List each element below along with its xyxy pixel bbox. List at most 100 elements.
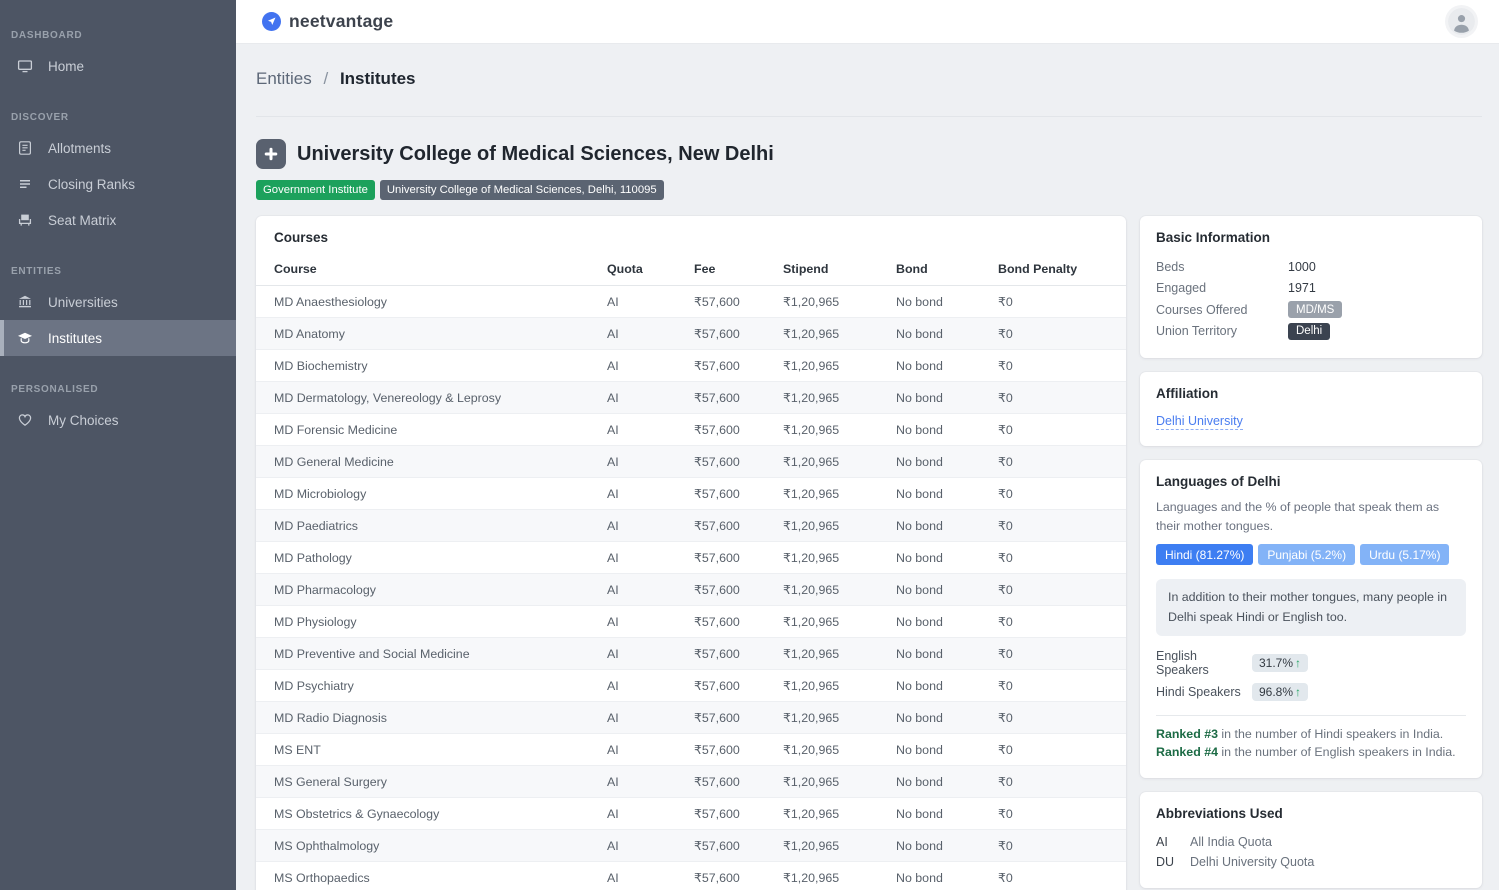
cell-bond: No bond bbox=[888, 765, 990, 799]
cell-stipend: ₹1,20,965 bbox=[775, 285, 888, 319]
cell-quota: AI bbox=[599, 445, 686, 479]
column-header-fee: Fee bbox=[686, 256, 775, 287]
cell-fee: ₹57,600 bbox=[686, 413, 775, 447]
cell-bond: No bond bbox=[888, 317, 990, 351]
cell-quota: AI bbox=[599, 349, 686, 383]
cell-bond-penalty: ₹0 bbox=[990, 733, 1126, 767]
cell-quota: AI bbox=[599, 605, 686, 639]
abbreviation-row-ai: AI All India Quota bbox=[1156, 832, 1466, 852]
sidebar-item-institutes[interactable]: Institutes bbox=[0, 320, 236, 356]
divider bbox=[1156, 714, 1466, 716]
cell-quota: AI bbox=[599, 701, 686, 735]
sidebar-item-label: Closing Ranks bbox=[48, 176, 136, 192]
cell-course: MD Pharmacology bbox=[256, 573, 599, 607]
info-row-beds: Beds 1000 bbox=[1156, 256, 1466, 278]
institute-title-row: University College of Medical Sciences, … bbox=[256, 139, 1482, 169]
cell-bond: No bond bbox=[888, 445, 990, 479]
language-badge-urdu-5-17: Urdu (5.17%) bbox=[1360, 544, 1450, 566]
cell-quota: AI bbox=[599, 477, 686, 511]
sidebar-item-my-choices[interactable]: My Choices bbox=[0, 402, 236, 438]
affiliation-university-link[interactable]: Delhi University bbox=[1156, 414, 1243, 431]
seat-icon bbox=[16, 212, 33, 229]
sidebar-section-label-entities: ENTITIES bbox=[11, 266, 62, 277]
columns: Courses Course Quota Fee Stipend Bond Bond Pe… bbox=[256, 216, 1482, 890]
info-label: Engaged bbox=[1156, 281, 1207, 296]
cell-bond: No bond bbox=[888, 381, 990, 415]
cell-course: MS ENT bbox=[256, 733, 599, 767]
cell-stipend: ₹1,20,965 bbox=[775, 509, 888, 543]
abbreviation-key: DU bbox=[1156, 854, 1175, 869]
sidebar-section-label-discover: DISCOVER bbox=[11, 112, 69, 123]
cell-fee: ₹57,600 bbox=[686, 797, 775, 831]
cell-stipend: ₹1,20,965 bbox=[775, 861, 888, 890]
sidebar-item-label: Allotments bbox=[48, 140, 112, 156]
cell-fee: ₹57,600 bbox=[686, 509, 775, 543]
table-row: MD Microbiology AI ₹57,600 ₹1,20,965 No bond… bbox=[256, 477, 1126, 511]
table-row: MD Paediatrics AI ₹57,600 ₹1,20,965 No bond ₹… bbox=[256, 509, 1126, 543]
abbreviation-full: Delhi University Quota bbox=[1190, 854, 1315, 869]
compass-logo-icon bbox=[262, 12, 281, 31]
cell-bond-penalty: ₹0 bbox=[990, 637, 1126, 671]
cell-quota: AI bbox=[599, 669, 686, 703]
column-header-stipend: Stipend bbox=[775, 256, 888, 287]
cell-course: MD General Medicine bbox=[256, 445, 599, 479]
breadcrumb-entities-link[interactable]: Entities bbox=[256, 69, 312, 88]
sidebar-item-label: Home bbox=[48, 58, 85, 74]
graduation-cap-icon bbox=[16, 330, 33, 347]
speaker-value-badge: 96.8% ↑ bbox=[1252, 682, 1309, 701]
cell-quota: AI bbox=[599, 509, 686, 543]
cell-bond-penalty: ₹0 bbox=[990, 701, 1126, 735]
table-row: MD Pharmacology AI ₹57,600 ₹1,20,965 No bond… bbox=[256, 573, 1126, 607]
sidebar-item-label: Seat Matrix bbox=[48, 212, 117, 228]
speaker-value-badge: 31.7% ↑ bbox=[1252, 653, 1309, 672]
cell-bond: No bond bbox=[888, 349, 990, 383]
cell-course: MD Preventive and Social Medicine bbox=[256, 637, 599, 671]
cell-bond: No bond bbox=[888, 861, 990, 890]
cell-quota: AI bbox=[599, 541, 686, 575]
cell-fee: ₹57,600 bbox=[686, 445, 775, 479]
sidebar-item-label: Universities bbox=[48, 294, 118, 310]
cell-bond-penalty: ₹0 bbox=[990, 317, 1126, 351]
languages-subtitle: Languages and the % of people that speak… bbox=[1156, 500, 1440, 533]
info-row-engaged: Engaged 1971 bbox=[1156, 278, 1466, 300]
language-badges: Hindi (81.27%) Punjabi (5.2%) Urdu (5.17%) bbox=[1156, 544, 1466, 566]
user-avatar[interactable] bbox=[1448, 8, 1475, 35]
cell-stipend: ₹1,20,965 bbox=[775, 413, 888, 447]
heart-icon bbox=[16, 412, 33, 429]
abbreviations-title: Abbreviations Used bbox=[1156, 805, 1283, 821]
table-row: MD Pathology AI ₹57,600 ₹1,20,965 No bond ₹0 bbox=[256, 541, 1126, 575]
affiliation-card: Affiliation Delhi University bbox=[1140, 372, 1482, 447]
right-column: Basic Information Beds 1000 Engaged 1971 Cou… bbox=[1140, 216, 1482, 888]
cell-fee: ₹57,600 bbox=[686, 541, 775, 575]
sidebar-item-home[interactable]: Home bbox=[0, 48, 236, 84]
languages-title: Languages of Delhi bbox=[1156, 474, 1281, 490]
abbreviation-full: All India Quota bbox=[1190, 834, 1272, 849]
info-value: 1000 bbox=[1288, 259, 1316, 274]
cell-fee: ₹57,600 bbox=[686, 381, 775, 415]
person-icon bbox=[1448, 8, 1475, 35]
cell-course: MS Obstetrics & Gynaecology bbox=[256, 797, 599, 831]
table-row: MS General Surgery AI ₹57,600 ₹1,20,965 No b… bbox=[256, 765, 1126, 799]
cell-fee: ₹57,600 bbox=[686, 317, 775, 351]
cell-course: MD Dermatology, Venereology & Leprosy bbox=[256, 381, 599, 415]
sidebar-item-universities[interactable]: Universities bbox=[0, 284, 236, 320]
cell-fee: ₹57,600 bbox=[686, 637, 775, 671]
cell-fee: ₹57,600 bbox=[686, 669, 775, 703]
cell-fee: ₹57,600 bbox=[686, 285, 775, 319]
sidebar-nav: DASHBOARD Home DISCOVER Allotments Closing R… bbox=[0, 30, 236, 438]
breadcrumb: Entities / Institutes bbox=[256, 44, 1482, 117]
ranking-line: Ranked #3 in the number of Hindi speaker… bbox=[1156, 726, 1466, 744]
ranking-text: in the number of Hindi speakers in India… bbox=[1217, 726, 1444, 741]
cell-bond-penalty: ₹0 bbox=[990, 509, 1126, 543]
cell-quota: AI bbox=[599, 861, 686, 890]
cell-stipend: ₹1,20,965 bbox=[775, 797, 888, 831]
brand-logo[interactable]: neetvantage bbox=[262, 11, 393, 32]
abbreviation-key: AI bbox=[1156, 834, 1168, 849]
sidebar-item-closing-ranks[interactable]: Closing Ranks bbox=[0, 166, 236, 202]
sidebar-item-seat-matrix[interactable]: Seat Matrix bbox=[0, 202, 236, 238]
sidebar-item-allotments[interactable]: Allotments bbox=[0, 130, 236, 166]
cell-bond: No bond bbox=[888, 701, 990, 735]
table-row: MS Orthopaedics AI ₹57,600 ₹1,20,965 No bond… bbox=[256, 861, 1126, 890]
cell-bond-penalty: ₹0 bbox=[990, 541, 1126, 575]
